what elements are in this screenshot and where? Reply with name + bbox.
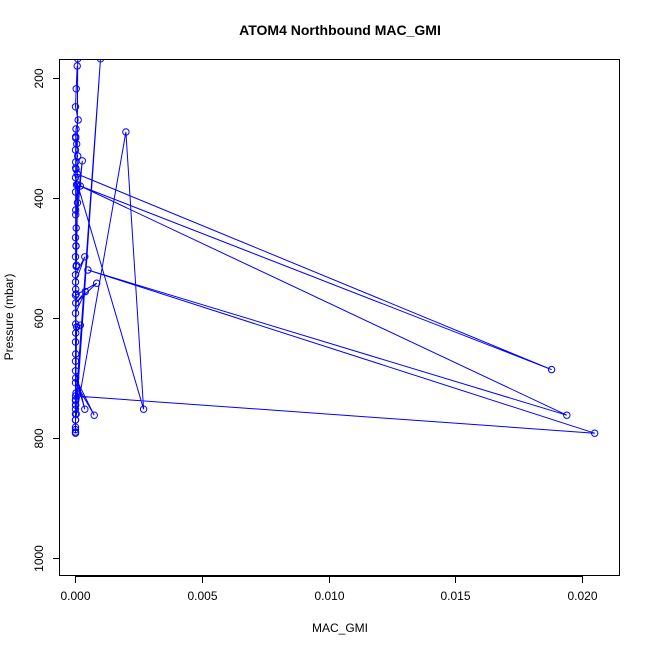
chart-title: ATOM4 Northbound MAC_GMI <box>239 22 441 38</box>
data-point <box>71 338 80 346</box>
data-point <box>84 266 92 274</box>
data-point <box>591 429 599 437</box>
data-point <box>71 379 80 387</box>
x-tick-label: 0.010 <box>314 589 344 603</box>
data-point <box>71 309 80 317</box>
data-point <box>72 261 81 269</box>
x-tick-label: 0.005 <box>187 589 217 603</box>
x-axis-label: MAC_GMI <box>312 621 368 635</box>
data-point <box>72 242 80 250</box>
data-point <box>139 405 148 413</box>
y-tick-label: 600 <box>32 308 46 328</box>
data-point <box>71 271 80 279</box>
data-point <box>71 291 80 299</box>
data-point <box>76 321 85 329</box>
data-point <box>93 279 101 287</box>
y-axis-label: Pressure (mbar) <box>2 274 16 361</box>
data-point <box>81 405 89 413</box>
series-line <box>74 60 595 434</box>
data-point <box>72 134 80 142</box>
data-point <box>71 357 80 365</box>
data-point <box>72 211 80 219</box>
data-point <box>71 405 80 413</box>
data-point <box>71 401 80 409</box>
data-point <box>76 182 85 190</box>
data-point <box>73 323 81 331</box>
data-point <box>72 374 80 382</box>
data-point <box>71 233 80 242</box>
data-point <box>72 206 80 214</box>
data-point <box>73 62 81 70</box>
y-axis: 200 400 600 800 1000 <box>32 68 60 572</box>
data-point <box>78 157 87 165</box>
data-point <box>71 367 80 375</box>
data-point <box>547 365 556 374</box>
data-point <box>81 287 90 296</box>
data-point <box>563 411 571 419</box>
data-point <box>90 411 98 419</box>
plot-frame <box>59 59 620 576</box>
y-tick-label: 200 <box>32 68 46 88</box>
data-point <box>72 85 80 93</box>
data-point <box>71 173 80 182</box>
x-tick-label: 0.015 <box>440 589 470 603</box>
y-tick-label: 1000 <box>32 545 46 572</box>
plot-area <box>71 60 599 437</box>
data-point <box>81 253 89 261</box>
data-point <box>71 188 80 196</box>
y-tick-label: 800 <box>32 428 46 448</box>
data-point <box>72 164 80 172</box>
data-point <box>74 60 82 63</box>
data-point <box>71 416 80 424</box>
data-point <box>72 299 80 307</box>
data-point <box>122 128 130 136</box>
x-tick-label: 0.000 <box>60 589 90 603</box>
data-point <box>71 253 80 261</box>
data-point <box>72 125 80 133</box>
data-point <box>71 392 80 400</box>
data-point <box>97 60 104 63</box>
data-point <box>73 199 82 207</box>
x-axis: 0.000 0.005 0.010 0.015 0.020 <box>60 576 598 603</box>
data-point <box>71 425 80 434</box>
data-point <box>71 397 80 405</box>
data-point <box>71 429 80 437</box>
data-point <box>72 290 80 298</box>
data-point <box>71 278 80 286</box>
x-tick-label: 0.020 <box>567 589 597 603</box>
y-tick-label: 400 <box>32 188 46 208</box>
data-point <box>72 350 80 358</box>
data-point <box>72 320 80 328</box>
data-point <box>74 116 82 124</box>
data-point <box>72 224 80 232</box>
data-point <box>71 103 80 111</box>
